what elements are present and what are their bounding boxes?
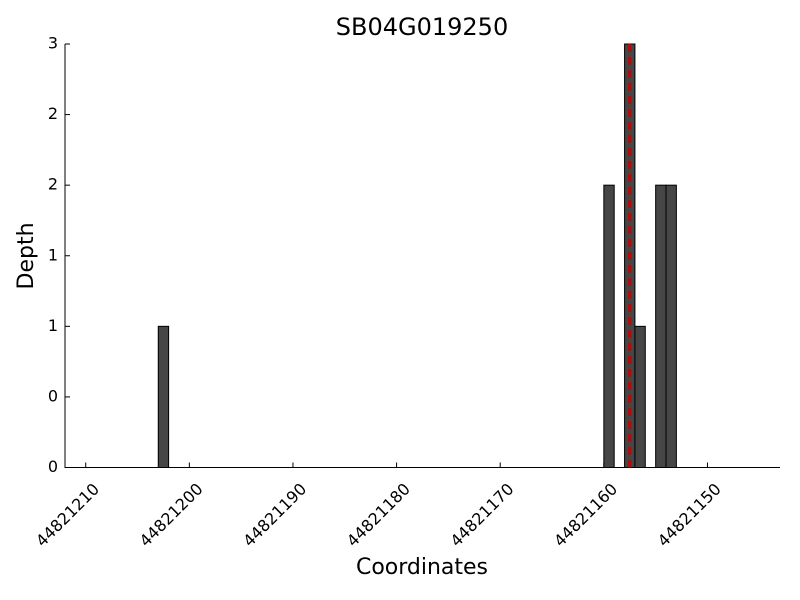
x-tick-label: 44821170 [447,479,518,550]
bar [603,184,615,469]
x-axis-label: Coordinates [356,555,488,580]
x-tick-label: 44821190 [239,479,310,550]
y-tick-label: 2 [48,175,58,194]
bar [634,325,646,469]
bar [655,184,667,469]
y-tick-label: 1 [48,245,58,264]
y-tick-label: 0 [48,386,58,405]
bar [157,325,170,469]
y-tick-label: 0 [48,457,58,476]
y-axis-label: Depth [14,222,39,289]
chart-title: SB04G019250 [336,13,508,41]
x-tick-label: 44821160 [550,479,621,550]
y-tick-label: 2 [48,104,58,123]
bar [665,184,677,469]
y-tick-label: 3 [48,34,58,53]
x-tick-label: 44821200 [136,479,207,550]
x-tick-label: 44821150 [654,479,725,550]
x-tick-label: 44821180 [343,479,414,550]
y-tick-label: 1 [48,316,58,335]
x-tick-label: 44821210 [32,479,103,550]
